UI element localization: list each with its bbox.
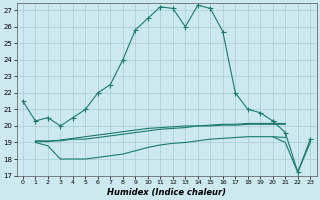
X-axis label: Humidex (Indice chaleur): Humidex (Indice chaleur) <box>107 188 226 197</box>
